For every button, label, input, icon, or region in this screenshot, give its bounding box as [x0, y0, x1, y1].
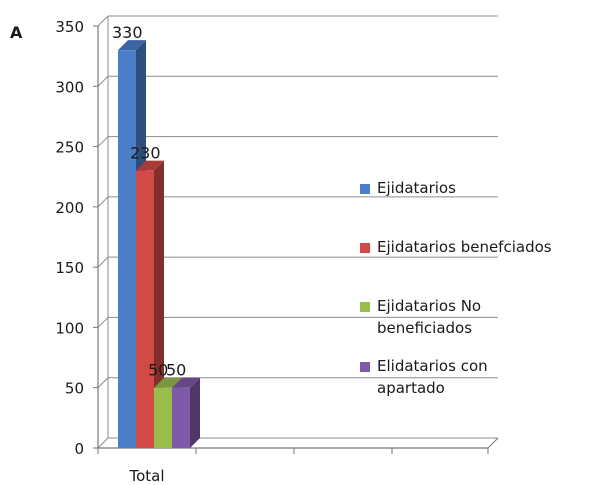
y-tick-label: 0 [74, 440, 84, 458]
bar-front [136, 170, 154, 448]
data-label: 50 [166, 361, 186, 380]
gridline-side [97, 196, 109, 208]
gridline-side [97, 317, 109, 328]
legend-label: Ejidatarios benefciados [377, 238, 552, 256]
gridline-side [97, 377, 109, 389]
y-tick-label: 50 [65, 380, 84, 398]
bar [172, 377, 200, 448]
bar-top [154, 377, 182, 388]
legend-swatch [360, 243, 370, 253]
x-category-label: Total [128, 467, 164, 485]
legend: Ejidatarios Ejidatarios benefciados Ejidat… [360, 179, 552, 397]
gridline-side [97, 256, 109, 268]
legend-swatch [360, 302, 370, 312]
floor-right-edge [487, 437, 499, 449]
data-label: 50 [148, 361, 168, 380]
y-tick-label: 200 [55, 199, 84, 217]
legend-label: Ejidatarios No beneficiados [377, 297, 481, 337]
legend-label: Ejidatarios [377, 179, 456, 197]
legend-swatch [360, 362, 370, 372]
bar-front [154, 387, 172, 448]
y-tick-label: 300 [55, 78, 84, 96]
y-tick-labels: 0 50 100 150 200 250 300 350 [55, 18, 84, 458]
legend-item: Ejidatarios [360, 179, 456, 197]
bar-side [154, 160, 164, 448]
gridline-side [97, 15, 109, 27]
bars [118, 40, 200, 448]
y-tick-label: 250 [55, 139, 84, 157]
bar-side [190, 377, 200, 448]
legend-label: Elidatarios con apartado [377, 357, 488, 397]
x-category-labels: Total [128, 467, 164, 485]
gridline-side [97, 75, 109, 87]
y-tick-label: 350 [55, 18, 84, 36]
y-tick-label: 100 [55, 319, 84, 337]
legend-swatch [360, 184, 370, 194]
panel-label: A [10, 23, 23, 42]
bar-top [118, 40, 146, 51]
gridline-side [97, 437, 109, 449]
data-label: 330 [112, 23, 143, 42]
legend-item: Ejidatarios benefciados [360, 238, 552, 256]
data-label: 230 [130, 144, 161, 163]
legend-item: Elidatarios con apartado [360, 357, 488, 397]
bar-front [172, 387, 190, 448]
bar [136, 160, 164, 448]
y-tick-label: 150 [55, 259, 84, 277]
legend-item: Ejidatarios No beneficiados [360, 297, 481, 337]
bar-top [172, 377, 200, 388]
gridline-side [97, 136, 109, 147]
bar-front [118, 50, 136, 448]
bar-top [136, 160, 164, 171]
